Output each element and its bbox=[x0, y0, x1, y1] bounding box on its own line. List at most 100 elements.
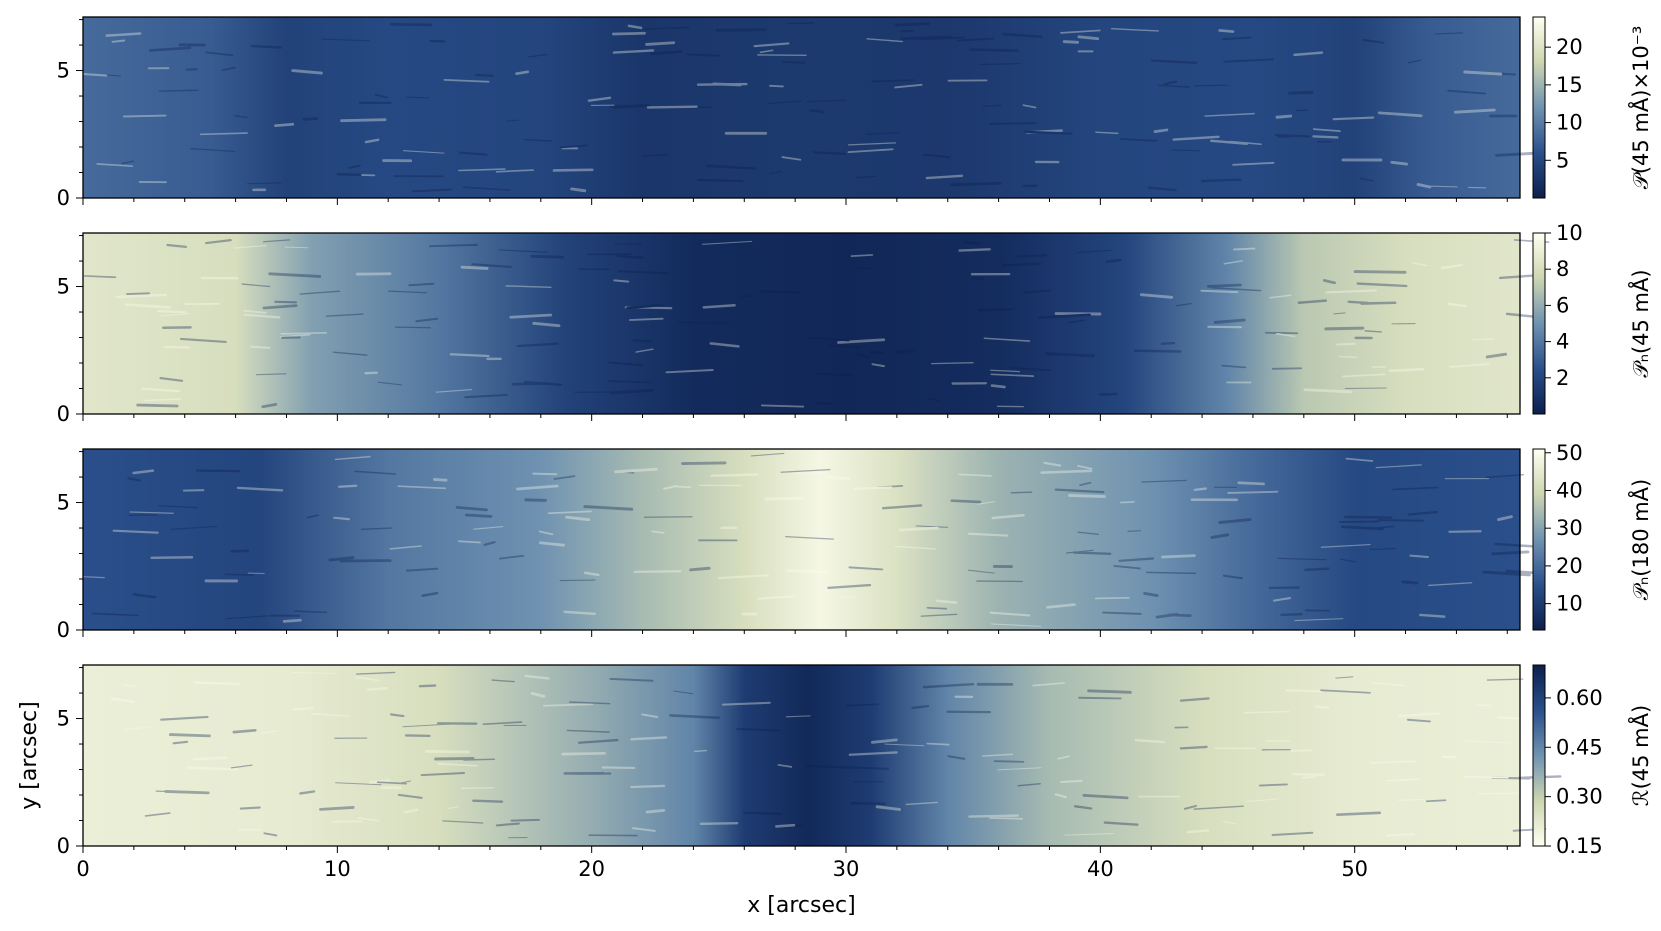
texture-streak bbox=[785, 715, 811, 718]
texture-streak bbox=[1210, 533, 1230, 539]
texture-streak bbox=[1338, 520, 1380, 524]
texture-streak bbox=[390, 713, 405, 718]
texture-streak bbox=[686, 53, 721, 57]
texture-streak bbox=[366, 686, 388, 691]
texture-streak bbox=[915, 525, 949, 528]
texture-streak bbox=[646, 105, 698, 109]
texture-streak bbox=[702, 304, 736, 309]
colorbar-tick-label: 50 bbox=[1556, 441, 1583, 465]
texture-streak bbox=[1440, 263, 1463, 270]
texture-streak bbox=[1269, 294, 1292, 299]
texture-streak bbox=[1375, 464, 1422, 469]
texture-streak bbox=[699, 821, 739, 826]
texture-streak bbox=[397, 485, 447, 490]
texture-streak bbox=[150, 556, 194, 560]
texture-streak bbox=[158, 89, 199, 92]
texture-streak bbox=[1043, 461, 1062, 467]
texture-streak bbox=[587, 96, 612, 102]
texture-streak bbox=[768, 100, 802, 105]
texture-streak bbox=[925, 174, 964, 180]
texture-streak bbox=[1082, 793, 1129, 800]
texture-streak bbox=[935, 599, 958, 604]
texture-streak bbox=[1103, 821, 1139, 826]
texture-streak bbox=[622, 470, 635, 474]
texture-streak bbox=[524, 674, 550, 680]
texture-streak bbox=[1022, 289, 1051, 294]
texture-streak bbox=[224, 573, 255, 576]
texture-streak bbox=[292, 706, 314, 711]
texture-streak bbox=[1416, 182, 1432, 189]
texture-streak bbox=[390, 22, 433, 27]
texture-streak bbox=[397, 793, 423, 799]
texture-streak bbox=[911, 704, 930, 710]
texture-streak bbox=[1401, 580, 1419, 585]
texture-streak bbox=[608, 380, 652, 384]
texture-streak bbox=[159, 376, 184, 382]
texture-streak bbox=[1222, 574, 1244, 580]
texture-streak bbox=[389, 545, 422, 550]
texture-streak bbox=[1304, 567, 1330, 572]
texture-streak bbox=[261, 730, 278, 734]
texture-streak bbox=[394, 326, 431, 329]
texture-streak bbox=[1362, 38, 1385, 44]
texture-streak bbox=[666, 106, 712, 109]
texture-streak bbox=[583, 505, 634, 511]
texture-streak bbox=[866, 38, 904, 43]
texture-streak bbox=[669, 714, 720, 720]
texture-streak bbox=[947, 755, 966, 760]
texture-streak bbox=[1119, 501, 1135, 504]
heatmap-image-3 bbox=[83, 449, 1520, 630]
texture-streak bbox=[760, 404, 805, 408]
texture-streak bbox=[1475, 704, 1493, 707]
texture-streak bbox=[1288, 90, 1314, 95]
texture-streak bbox=[1175, 302, 1192, 307]
texture-streak bbox=[1335, 342, 1356, 346]
colorbar-label-1: 𝒫(45 mÅ)×10⁻³ bbox=[1627, 26, 1653, 190]
texture-streak bbox=[115, 293, 167, 299]
heatmap-image-1 bbox=[83, 17, 1520, 198]
texture-streak bbox=[643, 516, 693, 518]
texture-streak bbox=[1153, 128, 1169, 133]
texture-streak bbox=[1303, 388, 1353, 394]
texture-streak bbox=[1491, 550, 1530, 556]
texture-streak bbox=[1430, 185, 1458, 188]
texture-streak bbox=[509, 313, 553, 319]
texture-streak bbox=[1293, 51, 1324, 57]
texture-streak bbox=[694, 749, 708, 753]
texture-streak bbox=[764, 496, 804, 501]
texture-streak bbox=[1157, 84, 1190, 88]
texture-streak bbox=[990, 623, 1042, 627]
texture-streak bbox=[919, 36, 966, 41]
texture-streak bbox=[243, 313, 281, 319]
texture-streak bbox=[632, 827, 656, 832]
texture-streak bbox=[1325, 289, 1377, 294]
texture-streak bbox=[82, 576, 105, 579]
texture-streak bbox=[1054, 488, 1105, 494]
texture-streak bbox=[1369, 548, 1397, 551]
y-tick-label: 5 bbox=[57, 707, 70, 731]
texture-streak bbox=[853, 486, 893, 490]
texture-streak bbox=[336, 172, 362, 177]
texture-streak bbox=[650, 50, 683, 56]
colorbar-tick-label: 8 bbox=[1556, 257, 1569, 281]
texture-streak bbox=[354, 470, 397, 475]
texture-streak bbox=[524, 498, 547, 502]
texture-streak bbox=[1386, 778, 1420, 782]
texture-streak bbox=[91, 612, 140, 617]
texture-streak bbox=[319, 805, 355, 811]
texture-streak bbox=[1498, 274, 1533, 280]
texture-streak bbox=[1009, 366, 1052, 372]
texture-streak bbox=[458, 540, 481, 544]
texture-streak bbox=[969, 48, 1020, 53]
texture-streak bbox=[808, 336, 850, 342]
texture-streak bbox=[1025, 129, 1063, 134]
texture-streak bbox=[1054, 793, 1067, 799]
texture-streak bbox=[722, 701, 771, 706]
colorbar-tick-label: 10 bbox=[1556, 592, 1583, 616]
texture-streak bbox=[1377, 519, 1425, 522]
texture-streak bbox=[845, 703, 880, 707]
texture-streak bbox=[495, 169, 535, 173]
texture-streak bbox=[333, 516, 351, 521]
colorbar-2 bbox=[1532, 232, 1546, 415]
